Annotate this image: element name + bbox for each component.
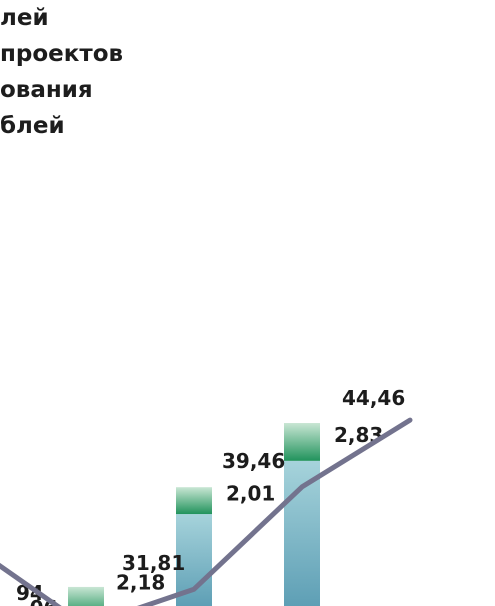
line-label-4: 39,46 (222, 449, 285, 473)
line-label-5: 44,46 (342, 386, 405, 410)
line-label-2: ,06 (22, 596, 57, 606)
bar-increment-2 (68, 586, 104, 606)
bar-base-4 (284, 460, 320, 606)
bar-increment-3 (176, 487, 212, 515)
bar-increment-4 (284, 423, 320, 461)
title-line-4: блей (0, 113, 65, 139)
segment-label-3: 2,01 (226, 482, 275, 506)
title-line-3: ования (0, 77, 93, 103)
segment-label-2: 2,18 (116, 571, 165, 595)
line-label-3: 31,81 (122, 551, 185, 575)
title-line-2: проектов (0, 41, 124, 67)
title-line-1: лей (0, 5, 49, 31)
trend-line (0, 417, 413, 606)
chart-title: лей проектов ования блей (0, 0, 123, 144)
